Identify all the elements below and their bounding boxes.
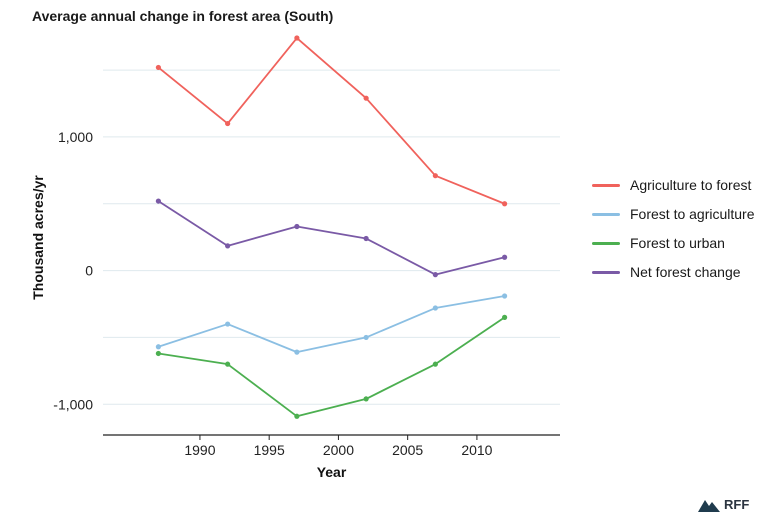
y-tick-label: -1,000: [53, 396, 93, 412]
legend-label: Net forest change: [630, 264, 741, 280]
data-point-forest-to-urban: [363, 396, 369, 402]
chart-legend: Agriculture to forest Forest to agricultu…: [592, 176, 757, 292]
data-point-agriculture-to-forest: [502, 201, 508, 207]
legend-item: Agriculture to forest: [592, 176, 757, 195]
data-point-forest-to-agriculture: [432, 305, 438, 311]
rff-logo: RFF: [698, 497, 749, 512]
legend-label: Forest to agriculture: [630, 206, 755, 222]
data-point-agriculture-to-forest: [155, 64, 161, 71]
data-point-net-forest-change: [363, 235, 369, 242]
data-point-forest-to-agriculture: [225, 321, 231, 327]
y-tick-label: 0: [85, 263, 93, 279]
mountain-logo-icon: [698, 499, 720, 512]
data-point-forest-to-urban: [502, 314, 508, 320]
y-tick-label: 1,000: [58, 129, 93, 145]
data-point-agriculture-to-forest: [225, 120, 231, 127]
x-tick-label: 2010: [461, 442, 492, 458]
data-point-net-forest-change: [294, 223, 300, 230]
data-point-forest-to-agriculture: [363, 334, 369, 341]
legend-label: Agriculture to forest: [630, 177, 752, 193]
data-point-agriculture-to-forest: [363, 95, 369, 101]
series-line-forest-to-urban: [158, 316, 506, 418]
x-axis-title: Year: [317, 464, 347, 480]
y-axis-title: Thousand acres/yr: [30, 175, 46, 300]
x-tick-label: 1990: [184, 442, 215, 458]
logo-text: RFF: [724, 497, 750, 512]
series-line-forest-to-agriculture: [158, 295, 505, 354]
x-tick-label: 2000: [323, 442, 354, 458]
data-point-agriculture-to-forest: [294, 35, 300, 41]
data-point-net-forest-change: [225, 243, 231, 249]
x-tick-label: 2005: [392, 442, 423, 458]
data-point-forest-to-urban: [155, 350, 161, 357]
data-point-forest-to-agriculture: [502, 293, 508, 299]
legend-item: Forest to agriculture: [592, 205, 757, 224]
legend-swatch: [592, 213, 620, 216]
legend-swatch: [592, 242, 620, 245]
data-point-forest-to-agriculture: [294, 349, 300, 355]
data-point-net-forest-change: [502, 254, 508, 260]
legend-label: Forest to urban: [630, 235, 725, 251]
series-line-agriculture-to-forest: [157, 37, 505, 205]
series-line-net-forest-change: [157, 200, 505, 276]
x-tick-label: 1995: [254, 442, 285, 458]
data-point-net-forest-change: [155, 198, 161, 204]
legend-swatch: [592, 271, 620, 274]
legend-swatch: [592, 184, 620, 187]
data-point-forest-to-urban: [294, 413, 300, 419]
data-point-forest-to-urban: [432, 361, 438, 367]
data-point-agriculture-to-forest: [432, 173, 438, 179]
legend-item: Forest to urban: [592, 234, 757, 253]
legend-item: Net forest change: [592, 263, 757, 282]
data-point-forest-to-urban: [225, 361, 231, 367]
data-point-net-forest-change: [432, 272, 438, 278]
data-point-forest-to-agriculture: [155, 344, 161, 350]
chart-title: Average annual change in forest area (So…: [32, 8, 334, 24]
